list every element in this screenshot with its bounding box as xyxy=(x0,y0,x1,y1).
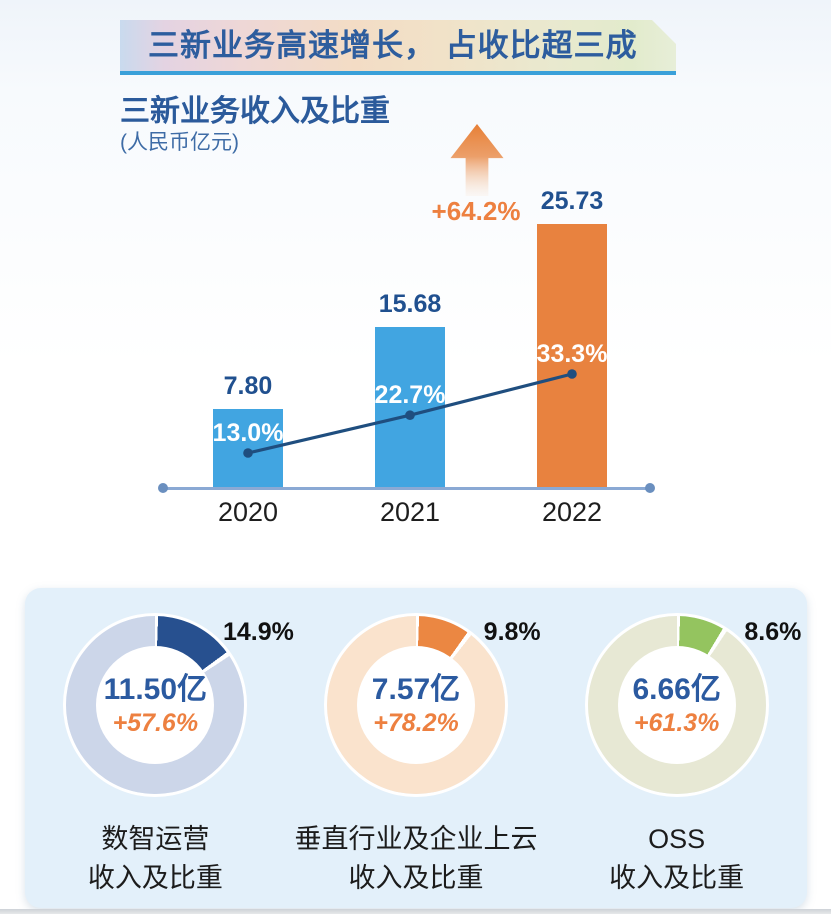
page-bottom-edge xyxy=(0,909,831,914)
donut-revenue-value: 11.50亿 xyxy=(103,672,208,706)
bar-share-2021: 22.7% xyxy=(374,381,446,409)
page-title: 三新业务高速增长， 占收比超三成 xyxy=(148,28,638,63)
donut-caption: 数智运营 收入及比重 xyxy=(88,820,223,898)
donut-caption-line1: 数智运营 xyxy=(101,824,210,854)
donut-chart-digital-operation: 11.50亿 +57.6% xyxy=(66,616,245,794)
donut-caption-line1: 垂直行业及企业上云 xyxy=(294,824,538,854)
donut-revenue-value: 7.57亿 xyxy=(371,672,461,706)
donut-growth-rate: +57.6% xyxy=(112,708,199,737)
donut-caption-line1: OSS xyxy=(648,824,706,854)
bar-value-2022: 25.73 xyxy=(540,187,604,215)
donut-share-label: 14.9% xyxy=(223,618,294,646)
donut-growth-rate: +78.2% xyxy=(373,708,459,737)
donut-caption-line2: 收入及比重 xyxy=(87,863,223,894)
donut-growth-rate: +61.3% xyxy=(633,708,720,737)
donut-caption-line2: 收入及比重 xyxy=(348,863,484,894)
x-axis-endpoint-left xyxy=(158,483,168,493)
donut-chart-oss: 6.66亿 +61.3% xyxy=(587,616,766,794)
donut-center: 6.66亿 +61.3% xyxy=(617,646,736,764)
x-tick-2021: 2021 xyxy=(379,497,441,527)
donut-caption: OSS 收入及比重 xyxy=(609,820,744,898)
donut-share-label: 8.6% xyxy=(744,618,802,646)
donut-share-label: 9.8% xyxy=(483,618,541,646)
bar-share-2020: 13.0% xyxy=(212,419,284,447)
bar-share-2022: 33.3% xyxy=(536,340,608,368)
bar-value-2021: 15.68 xyxy=(378,290,442,318)
x-tick-2020: 2020 xyxy=(217,497,279,527)
donut-panel: 11.50亿 +57.6% 14.9% 数智运营 收入及比重 7.57亿 +78… xyxy=(25,588,807,908)
header-banner: 三新业务高速增长， 占收比超三成 xyxy=(120,20,676,75)
bar-chart: +64.2% 7.80 15.68 25.73 13.0% 22.7% 33.3… xyxy=(158,124,655,527)
up-arrow-icon xyxy=(450,124,504,196)
x-tick-2022: 2022 xyxy=(541,497,603,527)
growth-annotation: +64.2% xyxy=(431,196,521,226)
donut-chart-vertical-industry: 7.57亿 +78.2% xyxy=(327,616,505,794)
donut-caption-line2: 收入及比重 xyxy=(609,863,745,894)
donut-center: 7.57亿 +78.2% xyxy=(357,646,475,764)
chart-unit-label: (人民币亿元) xyxy=(120,131,239,154)
donut-revenue-value: 6.66亿 xyxy=(632,672,721,706)
donut-section-oss: 6.66亿 +61.3% 8.6% OSS 收入及比重 xyxy=(546,588,807,908)
donut-center: 11.50亿 +57.6% xyxy=(96,646,215,764)
x-axis-line xyxy=(162,487,651,490)
chart-title: 三新业务收入及比重 xyxy=(120,95,390,128)
donut-section-digital-operation: 11.50亿 +57.6% 14.9% 数智运营 收入及比重 xyxy=(25,588,294,908)
donut-section-vertical-industry: 7.57亿 +78.2% 9.8% 垂直行业及企业上云 收入及比重 xyxy=(286,588,547,908)
bar-value-2020: 7.80 xyxy=(223,372,273,400)
donut-caption: 垂直行业及企业上云 收入及比重 xyxy=(295,820,538,898)
x-axis-endpoint-right xyxy=(645,483,655,493)
